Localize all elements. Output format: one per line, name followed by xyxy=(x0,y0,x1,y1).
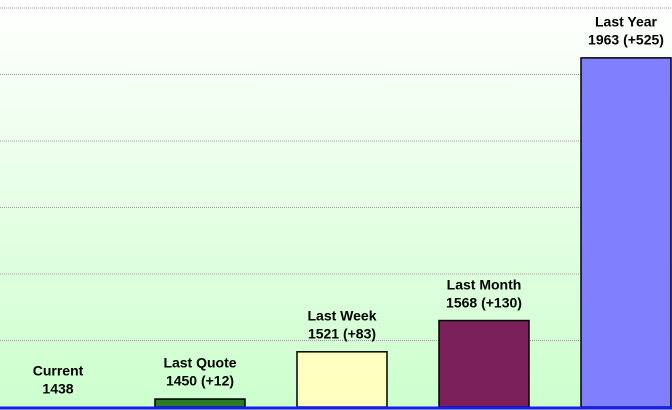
category-label: Last Year xyxy=(595,14,658,30)
value-label: 1568 (+130) xyxy=(446,294,522,310)
bar xyxy=(296,351,388,408)
value-label: 1521 (+83) xyxy=(308,326,376,342)
value-label: 1963 (+525) xyxy=(588,32,664,48)
category-label: Current xyxy=(33,363,84,379)
category-label: Last Month xyxy=(447,276,522,292)
category-label: Last Week xyxy=(308,308,377,324)
value-label: 1438 xyxy=(42,381,73,397)
value-label: 1450 (+12) xyxy=(166,373,234,389)
bar xyxy=(154,398,246,408)
bar xyxy=(580,57,672,408)
category-label: Last Quote xyxy=(163,355,236,371)
bar xyxy=(438,319,530,408)
